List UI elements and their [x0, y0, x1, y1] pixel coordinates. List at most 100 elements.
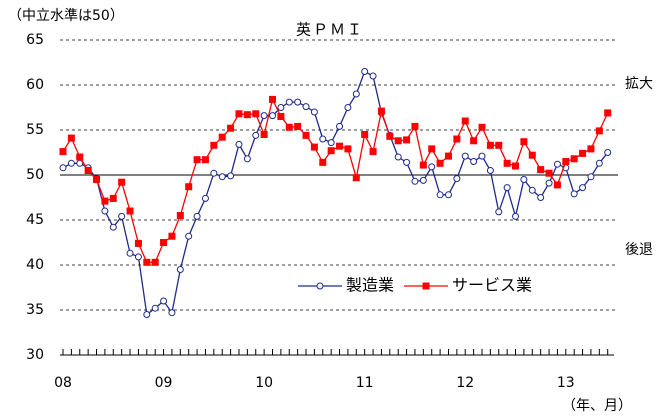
marker: [394, 153, 402, 161]
marker: [277, 113, 285, 120]
marker: [478, 123, 486, 131]
marker: [369, 72, 377, 80]
marker: [411, 122, 419, 130]
marker: [319, 135, 327, 143]
marker: [520, 176, 528, 183]
marker: [361, 131, 369, 138]
marker: [59, 148, 67, 156]
marker: [419, 176, 427, 184]
marker: [176, 212, 184, 219]
marker: [218, 133, 226, 141]
marker: [386, 132, 394, 140]
marker: [252, 131, 260, 139]
marker: [453, 175, 461, 183]
marker: [394, 137, 402, 145]
marker: [118, 212, 126, 220]
y-tick-label: 50: [26, 167, 44, 183]
marker: [67, 159, 75, 167]
marker: [243, 155, 251, 163]
marker: [570, 190, 578, 198]
marker: [579, 149, 587, 157]
marker: [126, 249, 134, 257]
marker: [403, 136, 411, 144]
marker: [168, 232, 176, 240]
marker: [444, 191, 452, 199]
marker: [101, 207, 109, 215]
note: （中立水準は50）: [8, 8, 124, 24]
marker: [227, 124, 235, 132]
marker: [495, 141, 503, 149]
marker: [235, 140, 243, 148]
marker: [444, 152, 452, 160]
marker: [302, 131, 310, 139]
marker: [319, 158, 327, 166]
marker: [67, 134, 75, 142]
marker: [160, 297, 168, 305]
marker: [537, 166, 545, 174]
marker: [185, 232, 193, 240]
legend-label: サービス業: [452, 276, 532, 295]
marker: [428, 163, 436, 171]
marker: [59, 164, 67, 172]
marker: [528, 151, 536, 159]
marker: [235, 110, 243, 118]
marker: [201, 156, 209, 164]
marker: [285, 123, 293, 131]
marker: [310, 108, 318, 116]
y-tick-label: 40: [26, 257, 44, 273]
marker: [252, 110, 260, 118]
legend-marker: [422, 282, 430, 290]
marker: [168, 309, 176, 317]
marker: [503, 159, 511, 167]
chart-title: 英ＰＭＩ: [296, 21, 364, 39]
marker: [453, 135, 461, 143]
marker: [294, 98, 302, 106]
marker: [193, 156, 201, 164]
x-tick-label: 08: [54, 375, 72, 391]
marker: [545, 179, 553, 187]
marker: [587, 173, 595, 181]
marker: [134, 253, 142, 261]
marker: [436, 159, 444, 167]
annotation: 後退: [625, 242, 653, 258]
marker: [478, 152, 486, 160]
x-tick-label: 09: [155, 375, 173, 391]
marker: [361, 68, 369, 75]
x-tick-label: 11: [356, 375, 374, 391]
marker: [336, 122, 344, 130]
marker: [461, 152, 469, 160]
marker: [528, 186, 536, 194]
marker: [151, 258, 159, 266]
x-tick-label: 13: [557, 375, 575, 391]
marker: [344, 104, 352, 111]
marker: [436, 191, 444, 199]
marker: [118, 178, 126, 186]
marker: [134, 239, 142, 247]
marker: [269, 112, 276, 120]
marker: [109, 223, 117, 231]
marker: [277, 104, 285, 111]
marker: [520, 138, 528, 146]
marker: [185, 183, 193, 191]
marker: [336, 142, 344, 150]
x-axis-label: （年、月）: [562, 398, 632, 414]
marker: [570, 155, 578, 163]
marker: [84, 167, 92, 174]
marker: [210, 141, 218, 149]
marker: [486, 167, 494, 174]
marker: [285, 98, 293, 106]
marker: [327, 139, 335, 147]
marker: [294, 122, 302, 130]
marker: [512, 162, 520, 170]
marker: [486, 141, 494, 149]
marker: [587, 145, 595, 153]
marker: [352, 174, 360, 182]
marker: [310, 143, 318, 151]
marker: [562, 158, 570, 165]
marker: [470, 137, 478, 145]
marker: [243, 111, 251, 119]
marker: [269, 95, 276, 103]
y-tick-label: 55: [26, 122, 44, 138]
marker: [369, 148, 377, 156]
marker: [579, 184, 587, 192]
